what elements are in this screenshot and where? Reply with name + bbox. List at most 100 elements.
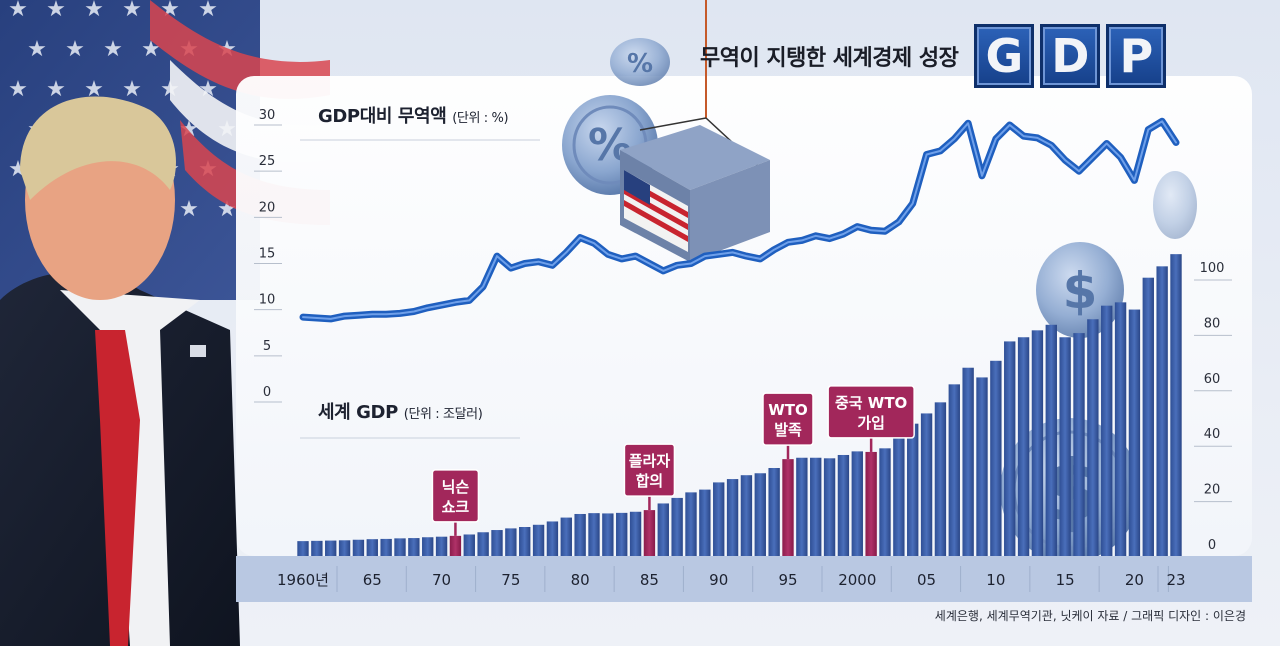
x-tick-label: 85: [640, 571, 659, 589]
gdp-bar: [726, 479, 739, 557]
gdp-bar: [1170, 254, 1182, 557]
bar-y-tick-label: 80: [1204, 316, 1221, 331]
bar-y-tick-label: 0: [1208, 538, 1216, 553]
flag-star: ★: [103, 37, 123, 62]
line-y-tick-label: 15: [259, 247, 276, 262]
trade-chart-title-text: GDP대비 무역액: [318, 106, 447, 127]
x-tick-label: 23: [1166, 571, 1185, 589]
bar-y-tick-label: 40: [1204, 427, 1221, 442]
gdp-chart-title: 세계 GDP (단위 : 조달러): [318, 398, 483, 424]
gdp-bar: [657, 503, 669, 557]
callout-label: 합의: [636, 472, 664, 490]
container-icon: [620, 0, 770, 262]
main-title: 무역이 지탱한 세계경제 성장: [700, 46, 959, 71]
gdp-bar: [893, 436, 905, 557]
gdp-bar: [1101, 305, 1113, 557]
callout-box: [431, 469, 480, 523]
flag-star: ★: [179, 197, 199, 222]
gdp-bar: [934, 402, 947, 557]
gdp-bar: [325, 540, 337, 557]
gdp-bar-highlight: [643, 510, 656, 557]
gdp-bar-highlight: [865, 451, 877, 557]
bar-y-tick-label: 60: [1204, 372, 1221, 387]
flag-star: ★: [27, 37, 47, 62]
gdp-bar: [823, 458, 836, 557]
gdp-bar: [1059, 337, 1071, 557]
x-tick-label: 2000: [838, 571, 876, 589]
gdp-bar: [671, 497, 683, 557]
x-axis-labels: 1960년 65 70 75 80 85 90 95 2000 05 10 15 20 23: [277, 566, 1186, 592]
gdp-bar: [754, 473, 766, 557]
callout-label: 중국 WTO: [835, 394, 907, 412]
x-tick-label: 05: [917, 571, 936, 589]
gdp-bar: [380, 538, 392, 557]
bar-y-tick-label: 20: [1204, 483, 1221, 498]
gdp-bar: [602, 513, 614, 557]
source-credit: 세계은행, 세계무역기관, 닛케이 자료 / 그래픽 디자인 : 이은경: [934, 609, 1246, 623]
flag-star: ★: [46, 0, 66, 22]
gdp-bar: [408, 538, 420, 557]
gdp-bar: [477, 532, 489, 557]
flag-star: ★: [122, 0, 142, 22]
gdp-bar: [1087, 319, 1099, 557]
x-tick-label: 75: [501, 571, 520, 589]
gdp-bar-highlight: [782, 459, 794, 557]
bar-chart-y-axis: 0 20 40 60 80 100: [300, 261, 1232, 558]
gdp-bar: [1156, 266, 1168, 557]
gdp-bar: [532, 524, 545, 557]
gdp-bar: [394, 538, 406, 557]
line-y-tick-label: 0: [263, 385, 271, 400]
gdp-bar: [699, 489, 711, 557]
bar-y-tick-label: 100: [1200, 261, 1225, 276]
gdp-bar: [948, 384, 960, 557]
gdp-bar: [505, 528, 517, 557]
gdp-bar: [574, 513, 586, 557]
callout-label: 쇼크: [442, 498, 470, 516]
callout-label: 플라자: [629, 452, 671, 470]
flag-star: ★: [198, 0, 218, 22]
gdp-bar: [768, 467, 780, 557]
gdp-bar: [1142, 277, 1154, 557]
x-tick-label: 20: [1125, 571, 1144, 589]
callout-1995: WTO 발족: [762, 392, 814, 460]
line-y-tick-label: 25: [259, 154, 276, 169]
gdp-bar: [297, 541, 309, 557]
gdp-bar: [616, 512, 628, 557]
x-tick-label: 65: [363, 571, 382, 589]
flag-star: ★: [122, 77, 142, 102]
gdp-bar: [491, 530, 503, 557]
gdp-bar: [796, 457, 808, 557]
gdp-bar: [810, 457, 822, 557]
gdp-bar: [366, 539, 378, 557]
svg-text:%: %: [627, 49, 653, 79]
gdp-bar: [1017, 337, 1030, 557]
gdp-bar: [837, 454, 850, 557]
x-axis-band: [236, 556, 1252, 602]
gdp-chart-title-text: 세계 GDP: [318, 402, 398, 423]
callout-box: [827, 385, 915, 439]
line-y-tick-label: 5: [263, 339, 271, 354]
gdp-bar: [435, 536, 448, 557]
gdp-bar: [713, 482, 725, 557]
badge-p: P: [1106, 24, 1167, 88]
gdp-bars: [297, 254, 1182, 557]
badge-d: D: [1040, 24, 1101, 88]
flag-star: ★: [84, 0, 104, 22]
trade-chart-unit: (단위 : %): [452, 111, 509, 126]
gdp-bar: [879, 448, 891, 557]
flag-star: ★: [8, 77, 28, 102]
gdp-bar: [629, 511, 642, 557]
gdp-bar: [1031, 330, 1044, 557]
flag-star: ★: [8, 0, 28, 22]
flag-star: ★: [84, 77, 104, 102]
x-tick-label: 70: [432, 571, 451, 589]
gdp-bar: [851, 451, 863, 557]
gdp-bar-highlight: [449, 535, 462, 557]
callout-box: [762, 392, 814, 446]
flag-star: ★: [65, 37, 85, 62]
gdp-bar: [1004, 341, 1016, 557]
